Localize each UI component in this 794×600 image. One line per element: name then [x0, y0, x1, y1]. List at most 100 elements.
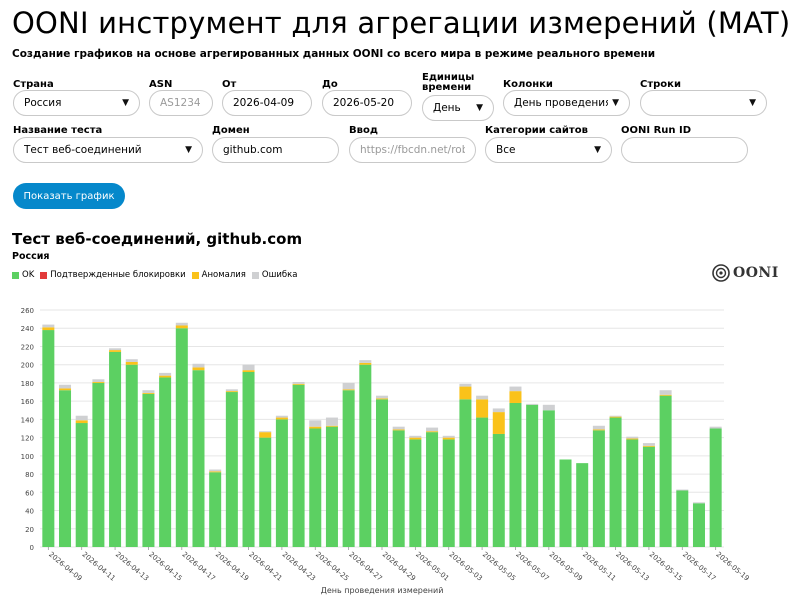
bar-segment[interactable]: [325, 426, 338, 547]
bar-segment[interactable]: [442, 439, 455, 547]
bar-segment[interactable]: [476, 395, 489, 400]
bar-segment[interactable]: [359, 362, 372, 365]
bar-segment[interactable]: [659, 390, 672, 395]
bar-segment[interactable]: [659, 394, 672, 396]
bar-segment[interactable]: [559, 459, 572, 547]
bar-segment[interactable]: [209, 471, 222, 473]
bar-segment[interactable]: [375, 395, 389, 399]
bar-segment[interactable]: [426, 431, 439, 433]
bar-segment[interactable]: [75, 415, 88, 421]
bar-segment[interactable]: [342, 382, 355, 390]
bar-segment[interactable]: [609, 416, 622, 418]
bar-segment[interactable]: [692, 502, 705, 504]
legend-item[interactable]: OK: [12, 270, 34, 280]
bar-segment[interactable]: [259, 432, 272, 438]
bar-segment[interactable]: [459, 383, 472, 387]
bar-segment[interactable]: [42, 324, 55, 328]
bar-segment[interactable]: [75, 423, 88, 547]
bar-segment[interactable]: [709, 426, 722, 429]
bar-segment[interactable]: [209, 472, 222, 547]
bar-segment[interactable]: [292, 382, 305, 384]
domain-input[interactable]: github.com: [212, 137, 339, 163]
bar-segment[interactable]: [225, 392, 238, 547]
to-date-input[interactable]: 2026-05-20: [322, 90, 412, 116]
bar-segment[interactable]: [442, 435, 455, 438]
bar-segment[interactable]: [42, 330, 55, 547]
bar-segment[interactable]: [375, 399, 389, 547]
bar-segment[interactable]: [375, 398, 389, 400]
bar-segment[interactable]: [492, 433, 505, 547]
bar-segment[interactable]: [659, 395, 672, 547]
bar-segment[interactable]: [392, 430, 405, 547]
bar-segment[interactable]: [542, 410, 555, 547]
bar-segment[interactable]: [275, 415, 288, 418]
bar-segment[interactable]: [609, 417, 622, 547]
bar-segment[interactable]: [626, 439, 639, 547]
bar-segment[interactable]: [142, 390, 155, 393]
bar-segment[interactable]: [192, 370, 205, 547]
bar-segment[interactable]: [242, 371, 255, 547]
bar-segment[interactable]: [509, 402, 522, 547]
bar-segment[interactable]: [175, 328, 188, 547]
bar-segment[interactable]: [159, 375, 172, 378]
input-field[interactable]: https://fbcdn.net/robots.txt: [349, 137, 476, 163]
bar-segment[interactable]: [426, 427, 439, 432]
bar-segment[interactable]: [309, 420, 322, 427]
bar-segment[interactable]: [426, 432, 439, 547]
time-unit-select[interactable]: День ▼: [422, 95, 494, 121]
bar-segment[interactable]: [492, 408, 505, 413]
bar-segment[interactable]: [142, 392, 155, 394]
bar-segment[interactable]: [125, 361, 138, 365]
bar-segment[interactable]: [275, 419, 288, 547]
bar-segment[interactable]: [325, 425, 338, 427]
bar-segment[interactable]: [159, 372, 172, 376]
bar-segment[interactable]: [392, 429, 405, 431]
bar-segment[interactable]: [642, 446, 655, 547]
bar-segment[interactable]: [42, 327, 55, 331]
bar-segment[interactable]: [209, 469, 222, 472]
bar-segment[interactable]: [509, 391, 522, 403]
bar-segment[interactable]: [175, 322, 188, 326]
bar-segment[interactable]: [342, 390, 355, 547]
show-chart-button[interactable]: Показать график: [13, 183, 125, 209]
bar-segment[interactable]: [59, 390, 72, 547]
bar-segment[interactable]: [676, 489, 689, 491]
legend-item[interactable]: Аномалия: [191, 270, 246, 280]
bar-segment[interactable]: [442, 437, 455, 440]
bar-segment[interactable]: [476, 417, 489, 547]
bar-segment[interactable]: [59, 388, 72, 391]
bar-segment[interactable]: [392, 426, 405, 430]
bar-segment[interactable]: [642, 445, 655, 447]
bar-segment[interactable]: [75, 420, 88, 424]
bar-segment[interactable]: [592, 430, 605, 547]
bar-segment[interactable]: [225, 391, 238, 393]
bar-segment[interactable]: [159, 377, 172, 547]
bar-segment[interactable]: [459, 399, 472, 547]
bar-segment[interactable]: [192, 363, 205, 368]
bar-segment[interactable]: [476, 399, 489, 418]
bar-segment[interactable]: [609, 415, 622, 417]
columns-select[interactable]: День проведения измерений ▼: [503, 90, 630, 116]
bar-segment[interactable]: [325, 417, 338, 426]
bar-segment[interactable]: [125, 359, 138, 362]
bar-segment[interactable]: [242, 370, 255, 372]
bar-segment[interactable]: [592, 429, 605, 431]
bar-segment[interactable]: [242, 364, 255, 371]
bar-segment[interactable]: [626, 438, 639, 440]
bar-segment[interactable]: [92, 379, 105, 383]
legend-item[interactable]: Подтвержденные блокировки: [40, 270, 186, 280]
bar-segment[interactable]: [109, 351, 122, 547]
bar-segment[interactable]: [409, 439, 422, 547]
bar-segment[interactable]: [642, 443, 655, 446]
bar-segment[interactable]: [592, 425, 605, 430]
bar-segment[interactable]: [526, 403, 539, 405]
asn-input[interactable]: AS1234: [149, 90, 213, 116]
rows-select[interactable]: ▼: [640, 90, 767, 116]
bar-segment[interactable]: [676, 490, 689, 547]
country-select[interactable]: Россия ▼: [13, 90, 140, 116]
run-id-input[interactable]: [621, 137, 748, 163]
bar-segment[interactable]: [309, 426, 322, 429]
bar-segment[interactable]: [109, 350, 122, 352]
bar-segment[interactable]: [175, 325, 188, 329]
bar-segment[interactable]: [692, 503, 705, 547]
